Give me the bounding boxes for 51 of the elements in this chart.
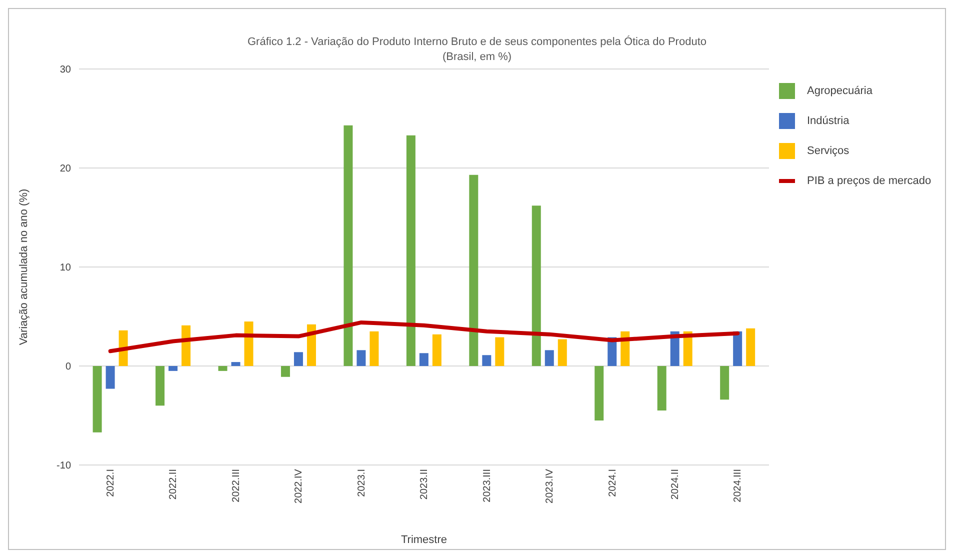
x-tick-label: 2023.I: [356, 469, 368, 497]
bar: [495, 337, 504, 366]
bar: [558, 339, 567, 366]
bar: [733, 331, 742, 366]
x-tick-label: 2024.III: [732, 469, 744, 502]
line-series: [108, 320, 740, 354]
bar: [280, 366, 290, 377]
bar: [168, 366, 178, 371]
x-tick-label: 2022.I: [105, 469, 116, 497]
bar: [432, 334, 442, 366]
legend-label: Serviços: [807, 145, 850, 157]
x-tick-label: 2024.I: [607, 469, 618, 497]
x-tick-label: 2023.II: [419, 469, 430, 500]
bar: [544, 350, 554, 366]
x-axis-title: Trimestre: [400, 534, 448, 546]
bar: [720, 366, 730, 400]
y-axis-title: Variação acumulada no ano (%): [18, 188, 30, 346]
bar: [92, 366, 102, 432]
bar: [244, 321, 254, 366]
bar: [532, 206, 541, 366]
x-tick-label: 2022.III: [230, 469, 242, 502]
bar: [406, 135, 416, 366]
x-tick-label: 2023.IV: [544, 468, 556, 504]
x-tick-label: 2022.II: [168, 469, 180, 500]
y-tick-label: -10: [56, 460, 72, 472]
legend-label: PIB a preços de mercado: [807, 175, 932, 187]
bar: [344, 125, 353, 366]
chart-subtitle: (Brasil, em %): [441, 50, 513, 65]
bar: [419, 353, 428, 366]
y-tick-label: 10: [60, 262, 72, 274]
bar: [746, 328, 756, 366]
x-tick-label: 2024.II: [670, 469, 682, 500]
chart-title: Gráfico 1.2 - Variação do Produto Interno Bruto e de seus componentes pela Ótica do Produto: [246, 35, 708, 50]
bar: [657, 366, 666, 411]
bar: [356, 350, 366, 366]
bar: [231, 362, 240, 366]
bar: [594, 366, 604, 420]
bar: [294, 352, 303, 366]
bar: [370, 331, 379, 366]
legend-label: Agropecuária: [807, 85, 872, 97]
bar: [482, 355, 492, 366]
x-tick-label: 2022.IV: [294, 468, 305, 504]
bar: [106, 366, 115, 389]
x-tick-label: 2023.III: [482, 469, 493, 502]
y-tick-label: 30: [60, 64, 72, 76]
y-tick-label: 0: [65, 362, 72, 373]
bar: [469, 174, 478, 366]
bar: [156, 366, 165, 406]
legend-label: Indústria: [807, 115, 850, 127]
y-tick-label: 20: [60, 164, 72, 175]
bar: [218, 366, 228, 371]
